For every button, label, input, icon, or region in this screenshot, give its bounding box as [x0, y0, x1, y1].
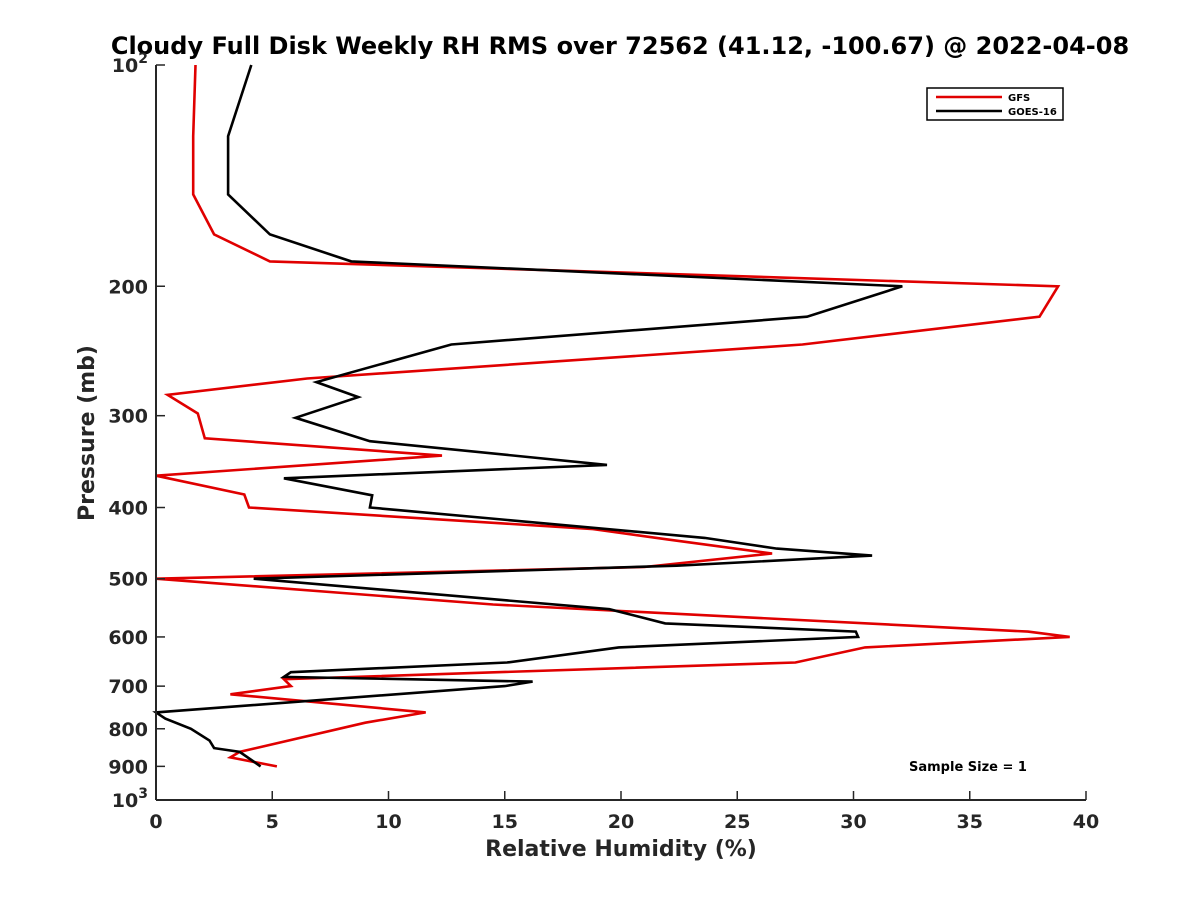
- x-axis-title: Relative Humidity (%): [485, 837, 757, 862]
- chart-title: Cloudy Full Disk Weekly RH RMS over 7256…: [111, 32, 1129, 60]
- y-tick-label: 400: [108, 498, 148, 520]
- legend-label-gfs: GFS: [1008, 93, 1030, 104]
- series-line-gfs: [155, 64, 1070, 768]
- x-tick-label: 35: [957, 811, 983, 833]
- series-line-goes16: [152, 64, 903, 768]
- plot-area: 0 5 10 15 20 25 30 35 40 102 200 300 400 500 600 700 80…: [108, 51, 1099, 833]
- y-tick-label: 600: [108, 627, 148, 649]
- y-tick-label: 900: [108, 756, 148, 778]
- y-tick-label: 102: [112, 51, 148, 77]
- x-tick-label: 15: [492, 811, 518, 833]
- x-tick-label: 20: [608, 811, 634, 833]
- x-tick-label: 0: [149, 811, 162, 833]
- y-tick-label: 300: [108, 406, 148, 428]
- sample-size-annotation: Sample Size = 1: [909, 760, 1027, 775]
- x-tick-label: 30: [840, 811, 866, 833]
- y-tick-label: 800: [108, 719, 148, 741]
- y-tick-label: 103: [112, 786, 148, 812]
- y-axis-title: Pressure (mb): [75, 345, 100, 521]
- legend-box: [926, 87, 1064, 121]
- y-tick-label: 500: [108, 569, 148, 591]
- legend: GFS GOES-16: [926, 87, 1064, 121]
- x-tick-label: 5: [266, 811, 279, 833]
- x-tick-label: 10: [375, 811, 401, 833]
- y-tick-label: 700: [108, 676, 148, 698]
- y-ticks: 102 200 300 400 500 600 700 800 900 103: [108, 51, 165, 812]
- legend-label-goes16: GOES-16: [1008, 107, 1057, 118]
- x-ticks: 0 5 10 15 20 25 30 35 40: [149, 791, 1099, 833]
- y-tick-label: 200: [108, 276, 148, 298]
- x-tick-label: 40: [1073, 811, 1099, 833]
- x-tick-label: 25: [724, 811, 750, 833]
- series-layer: [152, 64, 1070, 768]
